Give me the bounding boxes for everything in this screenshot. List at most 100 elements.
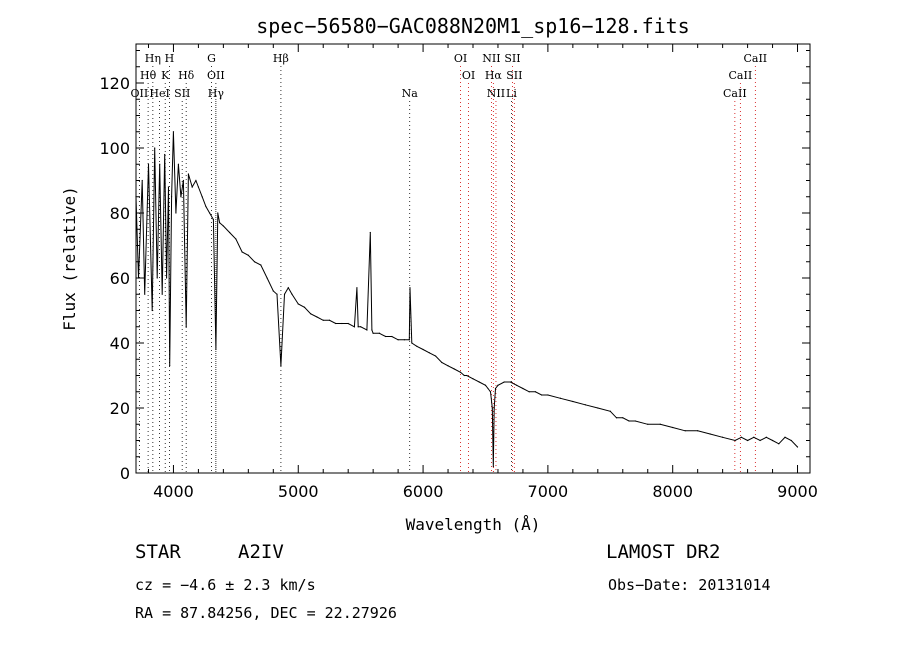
spectrum-point: [219, 222, 221, 224]
spectrum-point: [260, 264, 262, 266]
spectrum-point: [335, 322, 337, 325]
line-marker-label: CaII: [743, 52, 767, 65]
spectrum-point: [516, 384, 518, 386]
line-marker-label: Hα: [485, 69, 503, 82]
line-marker-label: Hη: [145, 52, 161, 65]
spectrum-point: [411, 342, 413, 344]
spectrum-point: [247, 254, 249, 256]
spectrum-point: [316, 316, 318, 318]
spectrum-point: [463, 374, 465, 377]
spectrum-point: [447, 365, 449, 367]
spectrum-point: [195, 179, 197, 182]
spectrum-point: [135, 196, 137, 198]
spectrum-point: [397, 339, 399, 341]
object-class: STAR: [135, 541, 181, 563]
x-tick-label: 7000: [528, 482, 569, 501]
line-marker-label: Li: [506, 87, 517, 100]
spectrum-point: [182, 179, 185, 182]
spectrum-point: [235, 238, 237, 240]
spectrum-point: [222, 225, 224, 227]
x-tick-label: 4000: [153, 482, 194, 501]
spectrum-point: [416, 345, 418, 347]
line-marker-label: SII: [504, 52, 520, 65]
chart-title: spec−56580−GAC088N20M1_sp16−128.fits: [256, 14, 689, 38]
spectrum-point: [622, 417, 624, 419]
spectrum-point: [684, 430, 686, 432]
spectrum-point: [353, 326, 356, 328]
spectrum-point: [159, 163, 161, 165]
spectrum-point: [154, 147, 156, 149]
spectrum-point: [559, 397, 561, 399]
line-marker-label: HeI: [149, 87, 169, 100]
spectrum-point: [291, 293, 293, 295]
spectrum-point: [597, 407, 599, 409]
spectrum-point: [175, 212, 177, 214]
y-tick-label: 60: [110, 269, 130, 288]
line-marker-label: K: [161, 69, 170, 82]
x-axis-label: Wavelength (Å): [406, 515, 541, 534]
line-marker-label: H: [165, 52, 175, 65]
spectrum-point: [441, 361, 443, 364]
line-marker-label: NII: [482, 52, 500, 65]
spectrum-point: [167, 186, 170, 188]
spectrum-point: [215, 348, 217, 351]
spectrum-point: [428, 352, 430, 354]
spectrum-point: [672, 426, 674, 429]
spectrum-point: [205, 205, 207, 208]
line-marker-label: NII: [487, 87, 505, 100]
spectrum-point: [180, 196, 182, 198]
spectrum-point: [366, 329, 368, 331]
spectrum-point: [434, 355, 437, 357]
spectrum-point: [494, 387, 497, 390]
spectrum-point: [796, 446, 799, 448]
spectrum-point: [371, 329, 373, 331]
spectrum-point: [161, 293, 163, 295]
spectrum-point: [303, 306, 306, 308]
line-marker-label: Hδ: [178, 69, 195, 82]
line-marker-label: CaII: [729, 69, 753, 82]
spectrum-point: [492, 465, 494, 468]
spectrum-point: [634, 420, 636, 422]
line-marker-label: CaII: [723, 87, 747, 100]
spectrum-point: [740, 436, 742, 438]
y-tick-label: 20: [110, 399, 130, 418]
spectrum-point: [212, 218, 214, 221]
spectrum-point: [156, 277, 158, 279]
spectrum-point: [209, 212, 211, 214]
spectrum-point: [197, 186, 200, 188]
y-tick-label: 40: [110, 334, 130, 353]
spectrum-point: [628, 420, 630, 422]
line-marker-label: OII: [207, 69, 225, 82]
spectrum-point: [372, 332, 374, 334]
spectrum-point: [528, 391, 530, 393]
line-marker-label: Hβ: [273, 52, 289, 65]
redshift-cz: cz = −4.6 ± 2.3 km/s: [135, 576, 316, 594]
spectrum-point: [422, 348, 424, 351]
spectrum-point: [746, 439, 749, 442]
spectrum-point: [357, 326, 359, 328]
spectrum-point: [164, 153, 166, 156]
spectrum-point: [778, 443, 780, 445]
spectrum-point: [169, 365, 171, 367]
spectrum-point: [765, 436, 767, 438]
line-marker-label: OI: [462, 69, 475, 82]
survey-name: LAMOST DR2: [606, 541, 721, 563]
spectrum-point: [356, 287, 358, 289]
spectrum-point: [534, 391, 537, 393]
spectrum-point: [489, 391, 492, 393]
spectrum-point: [310, 313, 312, 315]
spectrum-point: [408, 339, 410, 341]
spectrum-point: [497, 384, 499, 386]
observation-date: Obs−Date: 20131014: [608, 576, 771, 594]
spectrum-point: [287, 287, 289, 289]
spectrum-point: [151, 309, 153, 312]
spectrum-point: [771, 439, 774, 442]
spectrum-point: [137, 277, 140, 279]
line-marker-label: SII: [506, 69, 522, 82]
spectrum-point: [472, 378, 474, 380]
spectrum-point: [453, 368, 455, 370]
plot-frame: [135, 43, 811, 474]
spectrum-point: [172, 131, 175, 133]
spectrum-point: [722, 436, 724, 438]
